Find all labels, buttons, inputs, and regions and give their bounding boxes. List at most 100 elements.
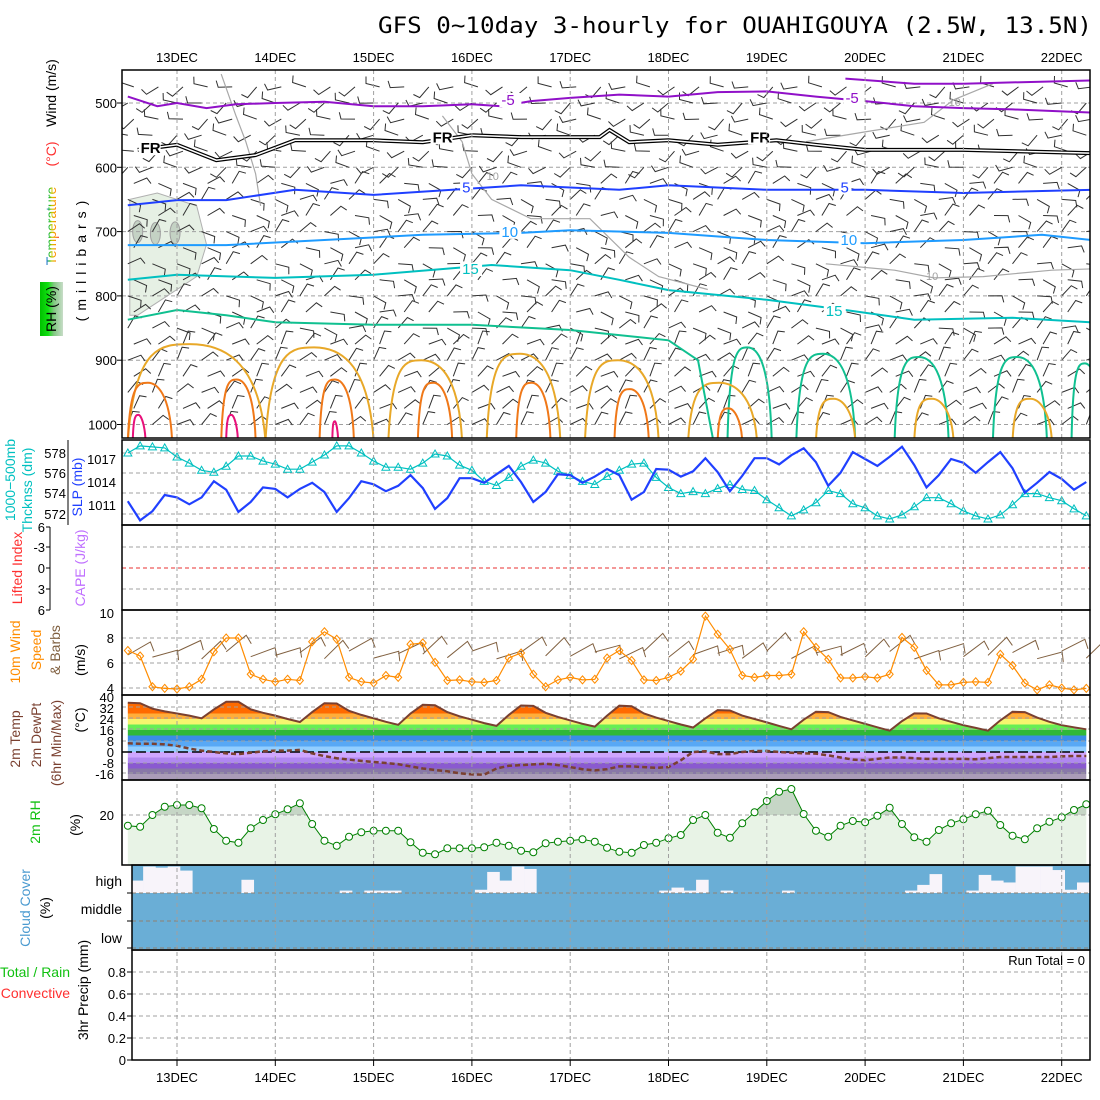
rh-point	[431, 850, 440, 859]
rh-point	[799, 810, 808, 818]
temp-band	[127, 746, 1087, 752]
temp-tick-label: 40	[100, 690, 114, 705]
rh-point	[750, 808, 759, 817]
wind-barb	[758, 107, 773, 120]
cloud-low-label: low	[101, 930, 123, 946]
wind-barb	[324, 327, 338, 342]
isotherm-25	[387, 359, 463, 438]
wind-barb	[938, 380, 954, 393]
thickness-point	[872, 510, 883, 520]
wind-barb	[127, 257, 146, 265]
wind-barb	[348, 251, 364, 265]
wind-barb	[723, 311, 738, 325]
wind-barb	[452, 362, 466, 377]
wind-barb	[594, 353, 613, 361]
cloud-high-bar	[180, 870, 193, 893]
wind-barb	[757, 86, 774, 99]
wind-barb	[947, 160, 964, 168]
wind-barb	[780, 118, 798, 128]
wind-barb	[594, 385, 613, 393]
wind-barb	[1044, 131, 1062, 139]
wind-barb	[379, 279, 396, 289]
wind-barb	[618, 379, 633, 393]
wind-barb	[805, 118, 823, 129]
wind-barb	[580, 157, 595, 168]
thickness-point	[811, 497, 821, 507]
wind-barb	[496, 251, 512, 265]
wind-barb	[250, 378, 263, 393]
rh-contour-label: 10	[949, 97, 961, 109]
dewpoint-line	[127, 742, 1087, 776]
wind-barb	[454, 102, 473, 112]
wind-barb	[1092, 371, 1100, 377]
temp-band	[127, 701, 1087, 703]
wind-barb	[201, 287, 219, 297]
wind-barb	[122, 166, 129, 175]
wind-barb	[791, 263, 806, 275]
wind-barb	[263, 118, 282, 127]
wind-barb	[717, 352, 735, 361]
wind-barb	[520, 353, 539, 361]
wind-speed-point	[639, 675, 649, 685]
wind-barb	[407, 158, 423, 168]
cloud-high-bar	[696, 879, 709, 893]
thickness-point	[172, 452, 182, 461]
wind-barb	[741, 417, 760, 425]
wind-barb	[815, 327, 831, 339]
wind-barb	[747, 271, 766, 281]
thickness-point	[884, 513, 895, 523]
wind-barb	[363, 118, 380, 131]
wind-barb	[281, 210, 299, 217]
wind-barb	[772, 330, 785, 345]
thickness-point	[823, 485, 834, 495]
wind-speed-point	[615, 645, 624, 656]
thickness-label-1: 1000−500mb	[2, 439, 18, 521]
wind-barb	[628, 166, 645, 179]
wind-barb	[870, 269, 888, 281]
wind-barb	[1042, 279, 1056, 294]
wind-barb	[338, 86, 356, 97]
wind-barb	[163, 155, 178, 168]
wind-barb	[698, 397, 716, 409]
rh-point	[517, 846, 526, 855]
wind-barb	[1061, 263, 1075, 278]
thickness-point	[503, 472, 514, 481]
wind-speed-point	[971, 676, 980, 687]
temp-band	[127, 752, 1087, 758]
wind-barb	[280, 364, 297, 377]
cloud-cover-label: Cloud Cover	[17, 869, 33, 947]
wind-barb	[256, 279, 271, 291]
wind-barb	[1075, 82, 1090, 90]
wind-barb	[600, 311, 614, 326]
isotherm-line	[127, 90, 1090, 114]
wind-barb	[134, 166, 153, 174]
isotherm-30	[126, 381, 173, 438]
wind-barb	[963, 284, 979, 297]
wind-barb	[987, 383, 1005, 393]
wind-barb	[151, 378, 165, 393]
wind-barb	[846, 206, 864, 216]
isotherm-30	[318, 378, 355, 438]
wind-barb	[452, 396, 469, 409]
wind-speed-point	[320, 626, 329, 637]
wind-barb	[889, 383, 907, 393]
wind-barb	[1075, 114, 1090, 123]
day-label-bottom: 20DEC	[844, 1070, 886, 1085]
cape-label: CAPE (J/kg)	[72, 529, 88, 606]
wind-barb	[348, 325, 367, 333]
rh-tick-label: 20	[100, 808, 114, 823]
thickness-point	[897, 509, 907, 519]
cloud-high-bar	[376, 890, 390, 893]
wind-barb	[241, 86, 258, 99]
cloud-high-bar	[155, 867, 169, 893]
wind-barb	[261, 91, 276, 104]
wind-barb	[431, 159, 448, 168]
wind-barb	[1043, 181, 1060, 190]
wind10m-barb	[201, 640, 227, 660]
isotherm-20	[795, 352, 857, 438]
wind-barb	[1012, 378, 1025, 393]
wind-barb	[619, 295, 633, 310]
thickness-point	[159, 442, 170, 452]
thickness-point	[860, 502, 870, 512]
wind-barb	[594, 231, 608, 246]
